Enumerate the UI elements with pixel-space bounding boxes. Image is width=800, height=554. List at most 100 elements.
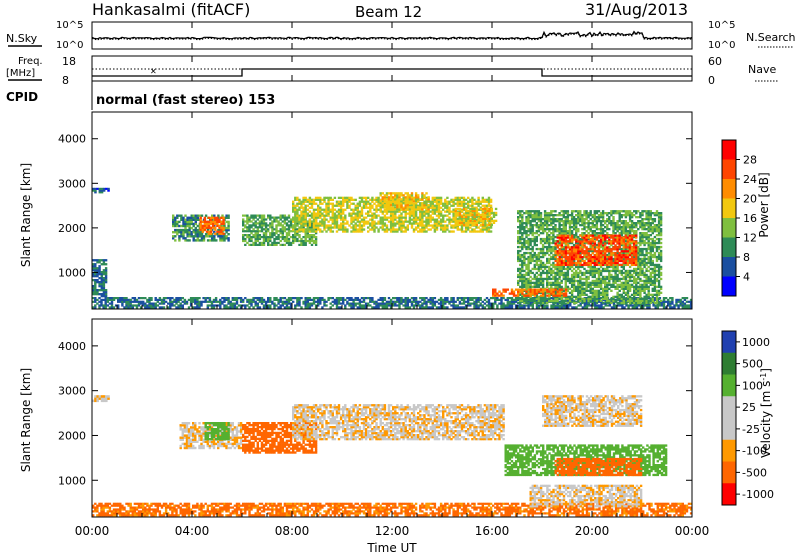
echo-cell	[585, 285, 588, 288]
echo-cell	[346, 302, 349, 305]
echo-cell	[462, 302, 466, 305]
echo-cell	[558, 214, 561, 217]
echo-cell	[312, 210, 316, 213]
echo-cell	[383, 304, 387, 307]
echo-cell	[523, 232, 526, 235]
echo-cell	[304, 228, 307, 231]
echo-cell	[483, 302, 487, 305]
echo-cell	[529, 230, 532, 233]
echo-cell	[521, 235, 524, 239]
echo-cell	[448, 220, 451, 223]
echo-cell	[358, 216, 362, 219]
echo-cell	[344, 200, 347, 203]
echo-cell	[585, 279, 588, 283]
echo-cell	[306, 232, 309, 235]
echo-cell	[298, 214, 301, 217]
echo-cell	[329, 210, 332, 213]
echo-cell	[572, 216, 576, 219]
echo-cell	[521, 220, 524, 223]
echo-cell	[298, 200, 301, 203]
echo-cell	[335, 224, 339, 227]
echo-cell	[589, 228, 592, 231]
echo-cell	[475, 213, 479, 217]
echo-cell	[533, 241, 536, 245]
echo-cell	[525, 232, 528, 235]
echo-cell	[519, 297, 522, 300]
echo-cell	[289, 226, 293, 229]
echo-cell	[543, 237, 547, 241]
echo-cell	[312, 241, 316, 244]
echo-cell	[102, 259, 106, 262]
echo-cell	[356, 206, 359, 209]
echo-cell	[568, 281, 572, 284]
echo-cell	[571, 306, 574, 309]
echo-cell	[581, 220, 584, 223]
echo-cell	[250, 230, 253, 233]
echo-cell	[417, 198, 420, 201]
echo-cell	[414, 192, 418, 195]
echo-cell	[450, 218, 453, 221]
echo-cell	[350, 222, 353, 225]
echo-cell	[275, 218, 278, 221]
echo-cell	[139, 297, 143, 300]
echo-cell	[581, 234, 584, 237]
echo-cell	[264, 236, 268, 239]
echo-cell	[662, 302, 666, 305]
echo-cell	[535, 235, 538, 239]
echo-cell	[273, 297, 276, 300]
echo-cell	[469, 198, 472, 201]
echo-cell	[375, 216, 378, 219]
echo-cell	[543, 216, 547, 219]
echo-cell	[462, 200, 466, 203]
echo-cell	[279, 222, 282, 225]
echo-cell	[421, 196, 424, 199]
echo-cell	[362, 204, 366, 207]
echo-cell	[212, 216, 215, 219]
echo-cell	[310, 226, 314, 229]
echo-cell	[229, 300, 232, 303]
echo-cell	[410, 202, 414, 205]
echo-cell	[396, 200, 399, 203]
echo-cell	[329, 196, 332, 199]
echo-cell	[500, 306, 503, 309]
echo-cell	[392, 212, 395, 215]
echo-cell	[496, 306, 499, 309]
echo-cell	[152, 306, 155, 309]
echo-cell	[681, 297, 684, 300]
echo-cell	[490, 207, 493, 211]
echo-cell	[587, 226, 590, 229]
echo-cell	[298, 304, 301, 307]
echo-cell	[467, 297, 470, 300]
echo-cell	[558, 230, 561, 233]
echo-cell	[585, 277, 588, 281]
echo-cell	[448, 230, 451, 233]
echo-cell	[271, 236, 274, 239]
echo-cell	[369, 298, 372, 301]
echo-cell	[182, 220, 185, 224]
echo-cell	[585, 210, 588, 213]
echo-cell	[188, 220, 191, 224]
echo-cell	[446, 297, 449, 300]
echo-cell	[310, 302, 314, 305]
echo-cell	[554, 281, 557, 284]
echo-cell	[219, 298, 222, 301]
echo-cell	[304, 243, 307, 246]
echo-cell	[358, 302, 362, 305]
echo-cell	[600, 304, 603, 307]
echo-cell	[285, 300, 289, 303]
echo-cell	[273, 218, 276, 221]
echo-cell	[354, 297, 357, 300]
echo-cell	[568, 295, 572, 298]
echo-cell	[198, 239, 202, 242]
echo-cell	[539, 301, 543, 304]
echo-cell	[427, 220, 430, 223]
echo-cell	[212, 226, 215, 229]
echo-cell	[412, 306, 416, 309]
echo-cell	[519, 257, 522, 261]
echo-cell	[308, 202, 312, 205]
echo-cell	[535, 267, 538, 271]
echo-cell	[404, 196, 407, 199]
echo-cell	[564, 220, 567, 223]
echo-cell	[254, 232, 257, 235]
echo-cell	[423, 212, 426, 215]
